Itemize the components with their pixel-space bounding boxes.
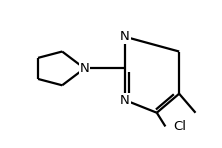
Text: Cl: Cl (173, 120, 186, 133)
Text: N: N (120, 30, 130, 43)
Text: N: N (120, 94, 130, 107)
Text: N: N (80, 62, 89, 75)
